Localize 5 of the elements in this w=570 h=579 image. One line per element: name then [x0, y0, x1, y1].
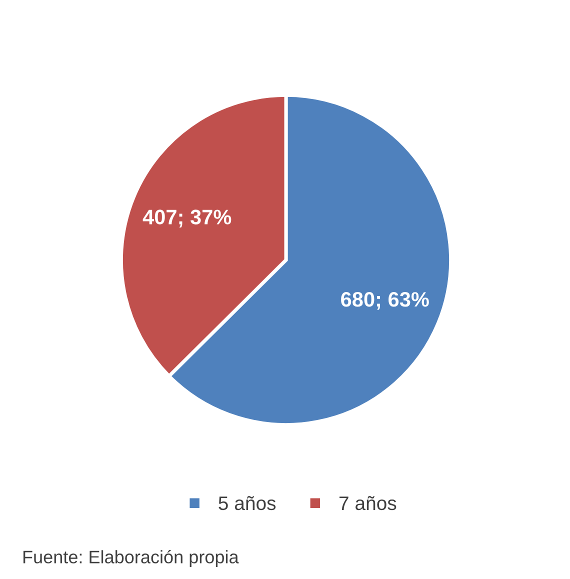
legend-label: 5 años	[218, 496, 276, 510]
source-note: Fuente: Elaboración propia	[23, 550, 239, 567]
data-label: 680; 63%	[341, 292, 429, 310]
legend-label: 7 años	[339, 496, 396, 510]
data-label: 407; 37%	[142, 210, 232, 228]
